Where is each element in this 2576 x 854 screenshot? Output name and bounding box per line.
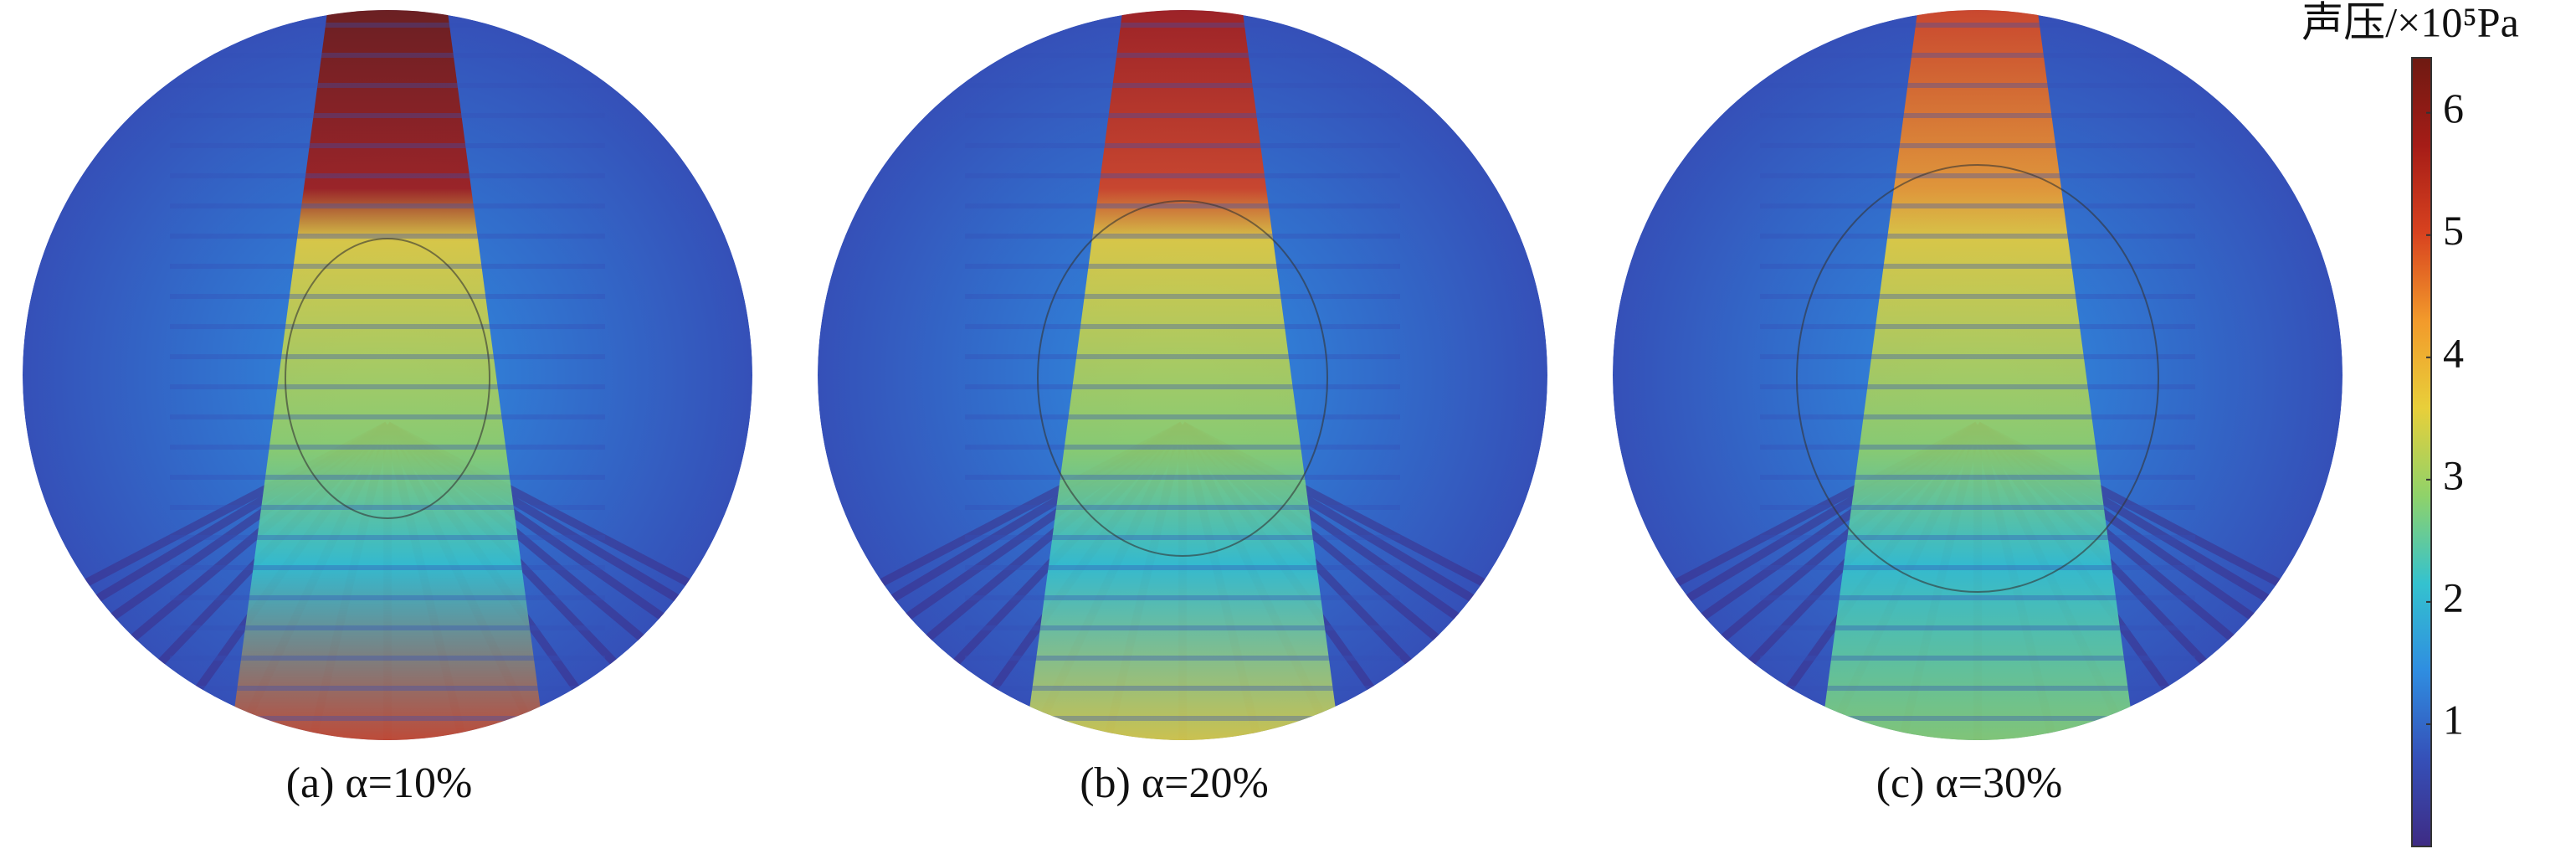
- colorbar-tick-label: 3: [2443, 451, 2464, 498]
- colorbar-tick-label: 6: [2443, 85, 2464, 131]
- colorbar-label: 声压/×10⁵Pa: [2301, 0, 2519, 45]
- colorbar-tick-label: 4: [2443, 329, 2464, 376]
- field-panel: [1613, 10, 2343, 740]
- colorbar-tick-label: 2: [2443, 574, 2464, 620]
- inclusion-outline: [1037, 200, 1328, 557]
- field-beam: [1819, 10, 2137, 740]
- panel-caption: (a) α=10%: [286, 759, 473, 807]
- colorbar: [2411, 57, 2432, 847]
- field-beam: [1024, 10, 1342, 740]
- panel-caption: (c) α=30%: [1876, 759, 2063, 807]
- colorbar-tick-label: 1: [2443, 696, 2464, 743]
- colorbar-tick-label: 5: [2443, 207, 2464, 254]
- inclusion-outline: [1796, 164, 2159, 593]
- field-panel: [23, 10, 752, 740]
- panel-caption: (b) α=20%: [1080, 759, 1269, 807]
- inclusion-outline: [285, 238, 490, 519]
- field-beam: [228, 10, 547, 740]
- field-panel: [818, 10, 1547, 740]
